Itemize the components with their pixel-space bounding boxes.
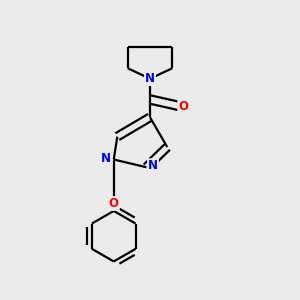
- Text: N: N: [145, 72, 155, 85]
- Text: O: O: [109, 197, 119, 210]
- Text: N: N: [101, 152, 111, 164]
- Text: O: O: [178, 100, 188, 112]
- Text: N: N: [148, 159, 158, 172]
